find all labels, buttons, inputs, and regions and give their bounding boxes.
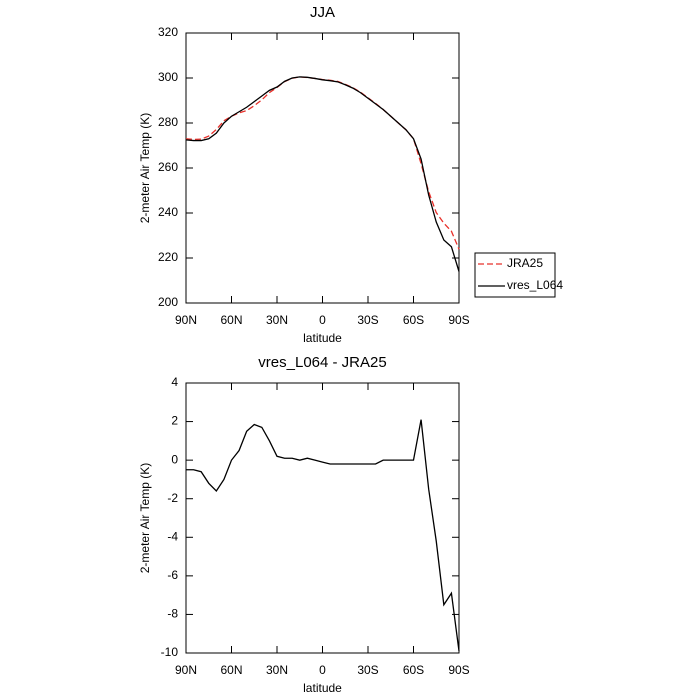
x-tick-label: 60N: [220, 663, 242, 677]
plot-frame: [185, 32, 460, 304]
y-tick-label: 4: [171, 375, 178, 389]
legend-box: [474, 252, 556, 298]
x-tick-label: 90S: [448, 313, 469, 327]
x-tick-label: 30N: [266, 663, 288, 677]
x-tick-label: 90N: [175, 313, 197, 327]
y-tick-label: 2: [171, 414, 178, 428]
y-tick-label: -4: [167, 529, 178, 543]
y-tick-label: -10: [161, 645, 179, 659]
data-line: [185, 76, 460, 272]
y-tick-label: 320: [158, 25, 178, 39]
plot-frame: [185, 382, 460, 654]
y-tick-label: 240: [158, 205, 178, 219]
y-tick-label: -2: [167, 491, 178, 505]
x-tick-label: 30S: [357, 313, 378, 327]
chart-title: JJA: [310, 4, 335, 21]
x-axis-label: latitude: [303, 331, 342, 345]
data-line: [185, 76, 460, 250]
x-tick-label: 30S: [357, 663, 378, 677]
x-tick-label: 60N: [220, 313, 242, 327]
x-tick-label: 0: [319, 313, 326, 327]
y-tick-label: 280: [158, 115, 178, 129]
y-axis-label: 2-meter Air Temp (K): [138, 463, 152, 573]
y-tick-label: -8: [167, 607, 178, 621]
x-tick-label: 30N: [266, 313, 288, 327]
y-axis-label: 2-meter Air Temp (K): [138, 113, 152, 223]
x-tick-label: 60S: [403, 313, 424, 327]
y-tick-label: -6: [167, 568, 178, 582]
data-line: [186, 419, 460, 652]
x-axis-label: latitude: [303, 681, 342, 695]
x-tick-label: 60S: [403, 663, 424, 677]
x-tick-label: 90N: [175, 663, 197, 677]
y-tick-label: 260: [158, 160, 178, 174]
y-tick-label: 220: [158, 250, 178, 264]
chart-title: vres_L064 - JRA25: [258, 354, 386, 371]
y-tick-label: 0: [171, 452, 178, 466]
x-tick-label: 90S: [448, 663, 469, 677]
y-tick-label: 300: [158, 70, 178, 84]
legend-label: vres_L064: [507, 278, 563, 292]
y-tick-label: 200: [158, 295, 178, 309]
legend-label: JRA25: [507, 256, 543, 270]
x-tick-label: 0: [319, 663, 326, 677]
